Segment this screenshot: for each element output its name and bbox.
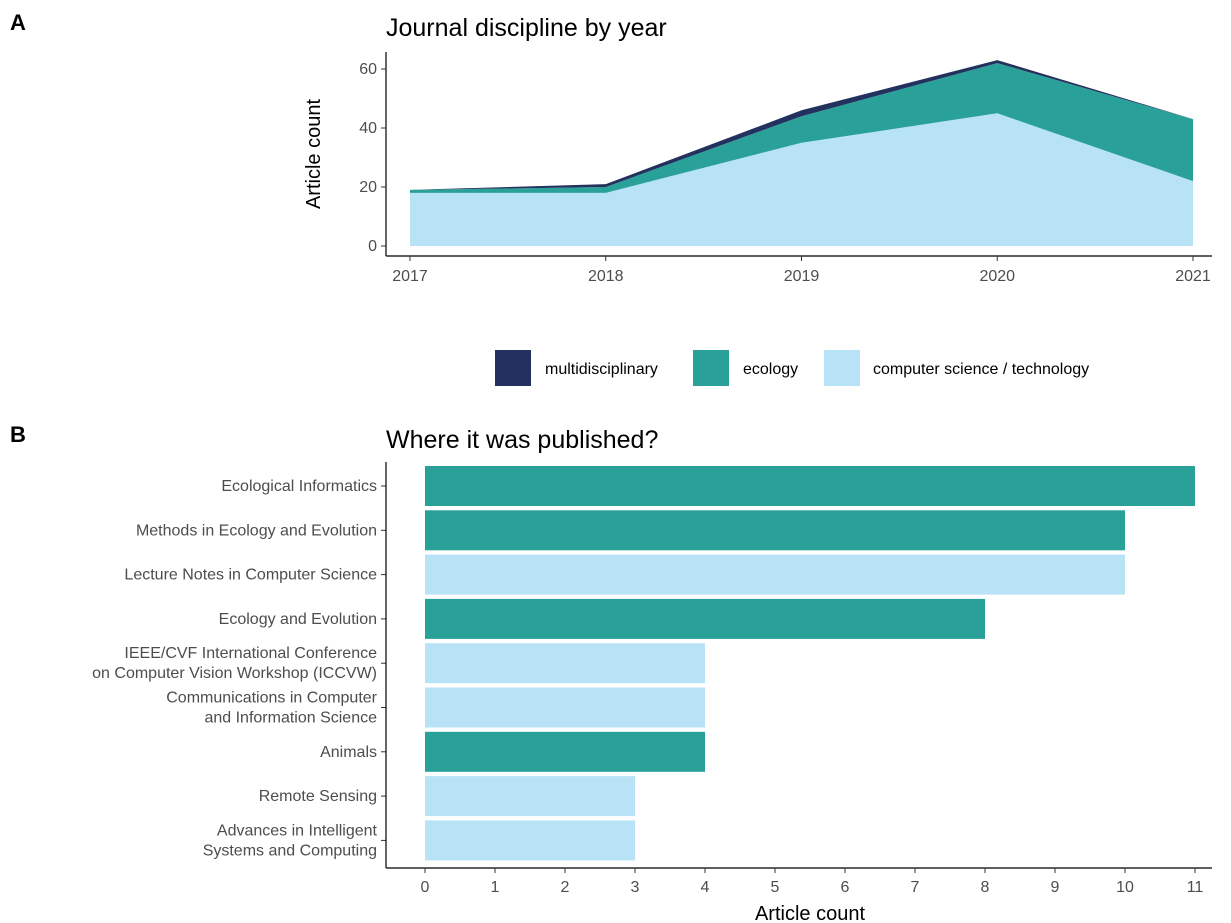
bar-methods-in-ecology-and-evolution [425, 510, 1125, 551]
bar-x-tick-label: 6 [841, 879, 850, 896]
legend-label-ecology: ecology [743, 361, 798, 378]
legend-key-multidisciplinary [495, 350, 531, 386]
legend-label-computer-science-technology: computer science / technology [873, 361, 1089, 378]
bar-category-label: Ecological Informatics [221, 478, 377, 495]
bar-category-label: on Computer Vision Workshop (ICCVW) [92, 665, 377, 682]
bar-chart-title: Where it was published? [386, 426, 658, 454]
area-series-computer-science-technology [410, 113, 1193, 246]
bar-animals [425, 731, 705, 772]
bar-x-tick-label: 4 [701, 879, 710, 896]
bar-category-label: Advances in Intelligent [217, 822, 378, 839]
area-x-tick-label: 2019 [784, 268, 820, 285]
bar-x-tick-label: 0 [421, 879, 430, 896]
legend-key-ecology [693, 350, 729, 386]
bar-category-label: Systems and Computing [203, 842, 377, 859]
bar-category-label: Lecture Notes in Computer Science [124, 567, 377, 584]
bar-lecture-notes-in-computer-science [425, 554, 1125, 595]
panel-a-label: A [10, 10, 26, 35]
bar-x-tick-label: 9 [1051, 879, 1060, 896]
bar-chart: Ecological Informatics Methods in Ecology… [92, 462, 1212, 896]
area-x-tick-label: 2021 [1175, 268, 1211, 285]
bar-x-tick-label: 10 [1116, 879, 1134, 896]
bar-x-tick-label: 5 [771, 879, 780, 896]
bar-ecological-informatics [425, 466, 1195, 506]
area-y-tick-label: 20 [359, 179, 377, 196]
bar-category-label: Remote Sensing [259, 788, 377, 805]
area-chart-title: Journal discipline by year [386, 14, 667, 42]
bar-x-tick-label: 2 [561, 879, 570, 896]
bar-category-label: IEEE/CVF International Conference [124, 645, 377, 662]
area-chart-y-axis-title: Article count [303, 99, 325, 209]
legend-key-computer-science-technology [824, 350, 860, 386]
area-series-ecology [410, 63, 1193, 193]
bar-category-label: and Information Science [204, 710, 377, 727]
bar-ieee-cvf-international-conference-on-computer-vision-workshop-iccvw [425, 643, 705, 684]
bar-x-tick-label: 7 [911, 879, 920, 896]
area-x-tick-label: 2017 [392, 268, 428, 285]
area-y-tick-label: 0 [368, 238, 377, 255]
area-chart: 0 20 40 60 2017 2018 2019 2020 2021 [359, 52, 1212, 285]
area-y-tick-label: 40 [359, 120, 377, 137]
bar-x-tick-label: 8 [981, 879, 990, 896]
area-y-tick-label: 60 [359, 61, 377, 78]
bar-ecology-and-evolution [425, 598, 985, 639]
bar-remote-sensing [425, 776, 635, 817]
bar-x-tick-label: 1 [491, 879, 500, 896]
bar-category-label: Methods in Ecology and Evolution [136, 522, 377, 539]
area-x-tick-label: 2020 [979, 268, 1015, 285]
bar-category-label: Communications in Computer [166, 690, 377, 707]
bar-communications-in-computer-and-information-science [425, 687, 705, 728]
bar-chart-x-axis-title: Article count [755, 903, 865, 923]
panel-b-label: B [10, 422, 26, 447]
legend: multidisciplinary ecology computer science… [495, 350, 1089, 386]
bar-category-label: Ecology and Evolution [219, 611, 377, 628]
bar-x-tick-label: 11 [1187, 879, 1204, 896]
legend-label-multidisciplinary: multidisciplinary [545, 361, 658, 378]
bar-x-tick-label: 3 [631, 879, 640, 896]
area-x-tick-label: 2018 [588, 268, 624, 285]
bar-category-label: Animals [320, 744, 377, 761]
bar-advances-in-intelligent-systems-and-computing [425, 820, 635, 861]
